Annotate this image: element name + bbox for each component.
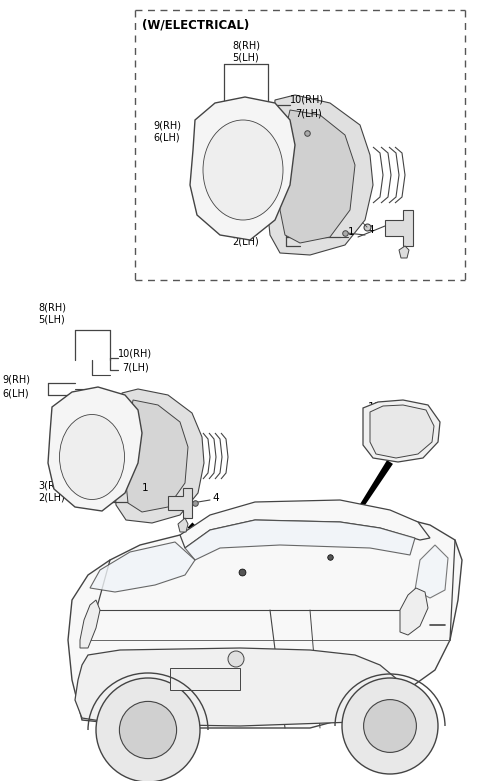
Text: (W/ELECTRICAL): (W/ELECTRICAL) (142, 18, 249, 31)
Text: 5(LH): 5(LH) (38, 315, 65, 325)
Circle shape (120, 701, 177, 758)
Polygon shape (190, 97, 295, 240)
Circle shape (228, 651, 244, 667)
Text: 7(LH): 7(LH) (122, 362, 149, 372)
Text: 3(RH): 3(RH) (232, 225, 260, 235)
Polygon shape (90, 542, 195, 592)
Polygon shape (75, 648, 400, 726)
Bar (170, 668, 240, 690)
Polygon shape (363, 400, 440, 462)
Ellipse shape (203, 120, 283, 220)
Polygon shape (399, 246, 409, 258)
Text: 10(RH): 10(RH) (118, 348, 152, 358)
Text: 10(RH): 10(RH) (290, 95, 324, 105)
Text: 7(LH): 7(LH) (295, 108, 322, 118)
Text: 2(LH): 2(LH) (232, 237, 259, 247)
Text: 2(LH): 2(LH) (38, 493, 65, 503)
Polygon shape (185, 520, 415, 560)
Polygon shape (180, 500, 430, 548)
Text: 4: 4 (212, 493, 218, 503)
Polygon shape (267, 95, 373, 255)
Text: 4: 4 (367, 225, 373, 235)
Polygon shape (48, 387, 142, 511)
Text: 9(RH): 9(RH) (2, 375, 30, 385)
Polygon shape (370, 405, 434, 458)
Polygon shape (168, 488, 192, 518)
Circle shape (96, 678, 200, 781)
Text: 8(RH): 8(RH) (232, 40, 260, 50)
Text: 9(RH): 9(RH) (153, 120, 181, 130)
Text: 5(LH): 5(LH) (233, 52, 259, 62)
Polygon shape (178, 518, 188, 532)
Text: 6(LH): 6(LH) (2, 388, 29, 398)
Text: 11: 11 (368, 402, 382, 412)
Polygon shape (415, 545, 448, 598)
Polygon shape (385, 210, 413, 246)
Circle shape (342, 678, 438, 774)
Polygon shape (126, 400, 188, 512)
Text: 1: 1 (142, 483, 149, 493)
Polygon shape (80, 600, 100, 648)
Text: 8(RH): 8(RH) (38, 302, 66, 312)
Text: 3(RH): 3(RH) (38, 480, 66, 490)
Polygon shape (400, 588, 428, 635)
Ellipse shape (60, 415, 124, 500)
Polygon shape (188, 522, 241, 574)
Polygon shape (325, 460, 393, 558)
Polygon shape (114, 389, 204, 523)
Polygon shape (280, 110, 355, 243)
Circle shape (364, 700, 417, 752)
Polygon shape (68, 510, 462, 728)
Text: 6(LH): 6(LH) (153, 133, 180, 143)
Text: 1: 1 (348, 227, 355, 237)
